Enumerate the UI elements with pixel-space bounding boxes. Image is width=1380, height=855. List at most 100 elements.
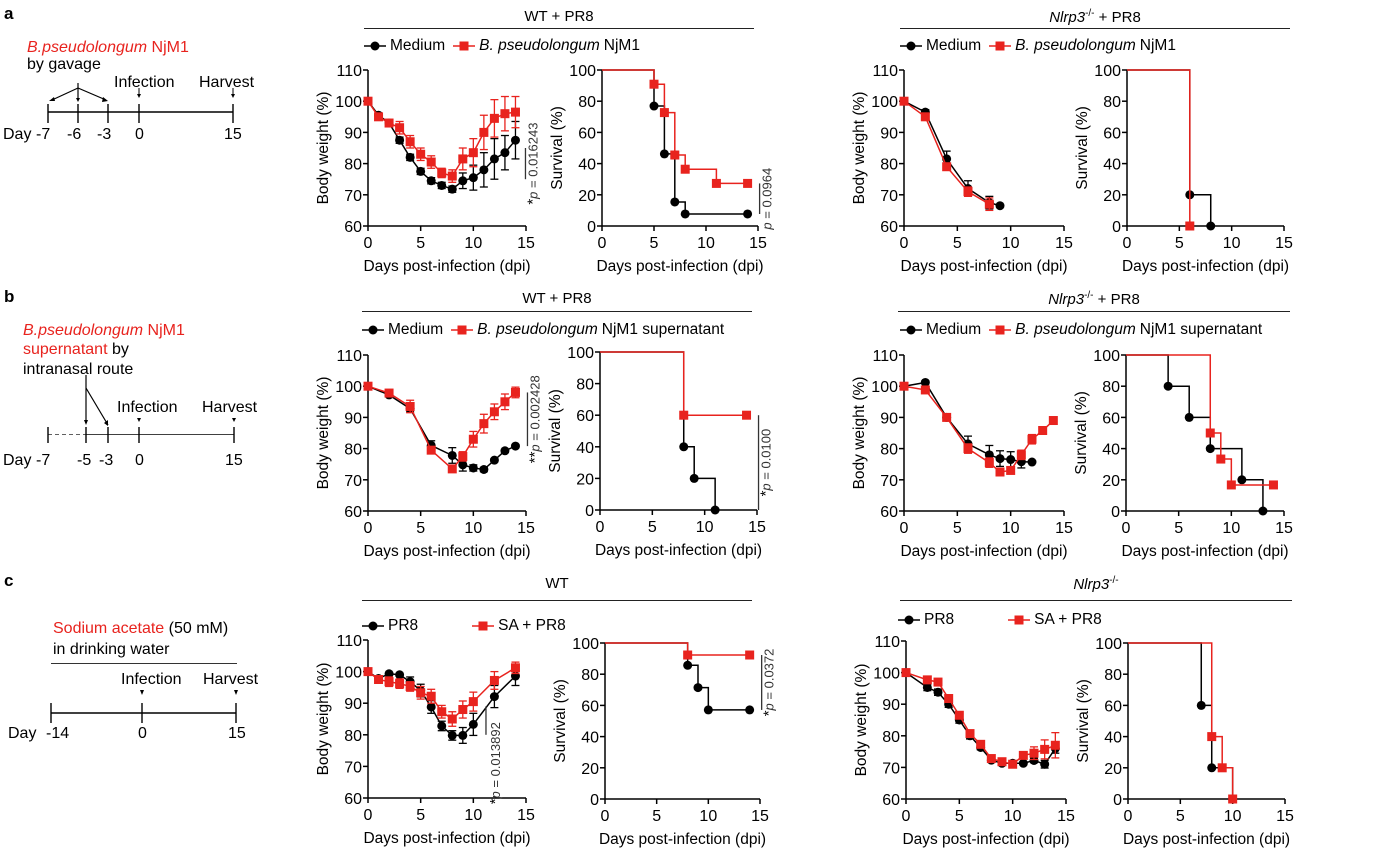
survival-point	[743, 209, 753, 219]
schedule-ticks	[47, 427, 235, 443]
schedule-timeline	[47, 83, 235, 123]
survival-step-line	[1126, 354, 1264, 511]
y-tick-label: 0	[590, 792, 599, 809]
schedule-agent: Sodium acetate	[53, 620, 165, 637]
weight-point	[984, 458, 994, 468]
group-title: Nlrp3-/- + PR8	[900, 8, 1290, 26]
survival-point	[1228, 794, 1238, 804]
survival-point	[1216, 454, 1226, 464]
panel-letter-a: a	[4, 4, 14, 23]
survival-point	[1184, 412, 1194, 422]
weight-point	[447, 730, 457, 740]
x-tick-label: 0	[364, 520, 373, 537]
schedule-day-label: Day	[3, 126, 32, 143]
legend-marker-control	[900, 325, 922, 335]
legend-marker-treatment	[989, 41, 1012, 51]
weight-point	[479, 465, 489, 475]
y-tick-label: 20	[581, 761, 599, 778]
y-axis-label: Survival (%)	[549, 106, 566, 190]
y-tick-label: 80	[1103, 94, 1121, 111]
group-title: WT	[362, 575, 752, 592]
y-tick-label: 60	[576, 408, 594, 425]
y-tick-label: 100	[335, 665, 362, 682]
p-value-label: *p = 0.016243	[524, 123, 541, 205]
survival-step-line	[600, 351, 716, 510]
x-axis-label: Days post-infection (dpi)	[595, 542, 762, 559]
chart-c-nlrp3-weight: 60 70 80 90 100 110 0 5 10 15 Days post-infection …	[853, 634, 1075, 848]
series-treatment	[363, 381, 520, 474]
series-treatment	[901, 668, 1060, 769]
weight-point	[405, 152, 415, 162]
weight-point	[405, 401, 415, 411]
weight-point	[405, 681, 415, 691]
genotype-italic: Nlrp3	[1048, 291, 1085, 308]
y-tick-label: 20	[1102, 473, 1120, 490]
series-treatment	[1126, 354, 1278, 490]
chart-a-nlrp3-weight: 60 70 80 90 100 110 0 5 10 15 Days post-infection …	[851, 63, 1073, 275]
legend-marker-treatment	[453, 41, 476, 51]
y-tick-label: 100	[1094, 63, 1121, 80]
y-tick-label: 90	[344, 125, 362, 142]
survival-point	[683, 660, 693, 670]
series-treatment	[899, 96, 994, 212]
p-symbol: p	[525, 192, 540, 200]
legend-marker-control	[362, 325, 384, 335]
series-treatment	[363, 95, 520, 183]
weight-point	[426, 702, 436, 712]
weight-point	[899, 96, 909, 106]
chart-c-nlrp3-survival: 0 20 40 60 80 100 0 5 10 15 Days post-infection (d…	[1075, 636, 1294, 848]
weight-point	[500, 148, 510, 158]
schedule-day-tick: 0	[138, 725, 147, 742]
y-tick-label: 80	[344, 157, 362, 174]
survival-point	[742, 410, 752, 420]
x-tick-label: 15	[1275, 235, 1293, 252]
y-tick-label: 80	[880, 442, 898, 459]
weight-point	[426, 176, 436, 186]
chart-a-wt-weight: 60 70 80 90 100 110 0 5 10 15 Days post-infection …	[315, 63, 541, 275]
p-value-label: p = 0.0964	[760, 168, 775, 231]
survival-point	[710, 505, 720, 515]
weight-point	[437, 168, 447, 178]
group-divider	[900, 28, 1290, 30]
schedule-day-label: Day	[8, 725, 37, 742]
weight-point	[416, 688, 426, 698]
survival-point	[683, 650, 693, 660]
significance-stars: **	[526, 451, 543, 463]
weight-point	[395, 135, 405, 145]
significance-annotation: **p = 0.002428	[526, 375, 543, 463]
p-value: = 0.0964	[760, 168, 775, 223]
x-axis-label: Days post-infection (dpi)	[363, 258, 530, 275]
legend-marker-treatment	[472, 621, 495, 631]
y-tick-label: 90	[880, 410, 898, 427]
weight-point	[437, 721, 447, 731]
survival-step-line	[605, 642, 750, 711]
schedule-harvest-label: Harvest	[202, 399, 258, 416]
series-control	[600, 351, 720, 515]
survival-point	[649, 101, 659, 111]
schedule-infection-label: Infection	[121, 671, 182, 688]
legend-label-control: Medium	[926, 321, 982, 338]
p-value-label: *p = 0.0100	[758, 429, 775, 497]
legend-label-treatment-italic: B. pseudolongum	[1015, 321, 1136, 338]
weight-point	[489, 154, 499, 164]
group-title: Nlrp3-/- + PR8	[898, 290, 1290, 308]
schedule-timeline	[48, 375, 236, 435]
legend-marker-control	[900, 41, 922, 51]
p-value-label: *p = 0.0372	[761, 649, 778, 717]
weight-point	[965, 729, 975, 739]
weight-point	[437, 180, 447, 190]
series-treatment	[1127, 69, 1195, 231]
y-tick-label: 80	[344, 728, 362, 745]
weight-point	[510, 441, 520, 451]
group-divider	[900, 600, 1292, 602]
series-treatment	[363, 661, 520, 727]
weight-point	[942, 162, 952, 172]
significance-stars: *	[761, 710, 778, 716]
survival-step-line	[605, 642, 750, 656]
weight-point	[489, 407, 499, 417]
x-tick-label: 0	[902, 808, 911, 825]
weight-point	[1029, 748, 1039, 758]
weight-point	[1029, 755, 1039, 765]
x-tick-label: 10	[697, 235, 715, 252]
y-tick-label: 80	[880, 157, 898, 174]
